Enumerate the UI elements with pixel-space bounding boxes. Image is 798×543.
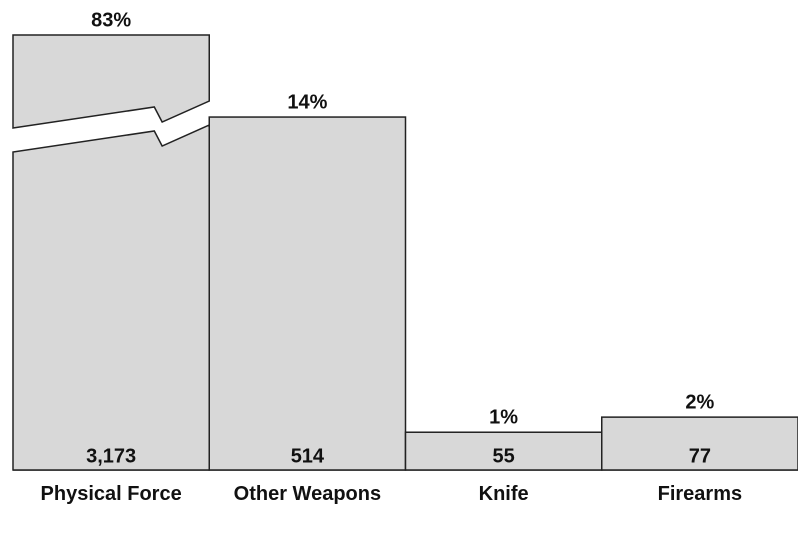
percent-label: 14% xyxy=(287,91,327,113)
percent-label: 2% xyxy=(685,391,714,413)
value-label: 514 xyxy=(291,445,325,467)
value-label: 3,173 xyxy=(86,445,136,467)
bar xyxy=(12,123,210,471)
x-tick-label: Knife xyxy=(478,483,529,505)
value-label: 55 xyxy=(493,445,515,467)
bar xyxy=(601,416,798,471)
percent-label: 83% xyxy=(91,9,131,31)
bar xyxy=(208,116,407,471)
percent-label: 1% xyxy=(489,407,518,429)
x-tick-label: Firearms xyxy=(657,483,743,505)
x-tick-label: Physical Force xyxy=(40,483,182,505)
value-label: 77 xyxy=(689,445,711,467)
bar-top xyxy=(12,34,210,129)
x-tick-label: Other Weapons xyxy=(233,483,382,505)
